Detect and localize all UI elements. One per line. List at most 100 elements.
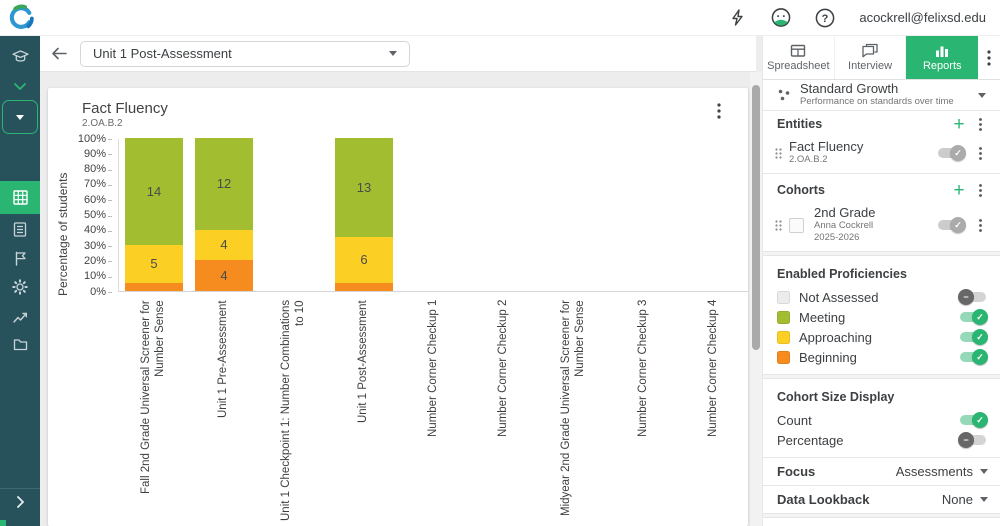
data-lookback-selector[interactable]: Data Lookback None — [763, 486, 1000, 513]
kebab-menu-icon — [978, 218, 982, 232]
quick-actions-icon[interactable] — [727, 8, 747, 28]
svg-text:?: ? — [822, 13, 829, 25]
scatter-dots-icon — [778, 89, 790, 101]
bar-segment-beginning[interactable] — [125, 283, 183, 291]
cohort-size-section: Cohort Size Display Count Percentage — [763, 379, 1000, 457]
scrollbar-thumb[interactable] — [752, 85, 760, 350]
proficiency-toggle[interactable] — [958, 349, 988, 366]
y-tick-mark — [108, 246, 112, 248]
y-ticks: 100% 90% 80% 70% 60% 50% 40% 30% 20% 10% 0% — [68, 133, 112, 298]
document-icon — [13, 221, 27, 237]
drag-handle-icon[interactable] — [773, 220, 783, 231]
cohort-toggle[interactable] — [936, 217, 966, 234]
proficiency-label: Beginning — [799, 349, 857, 365]
proficiency-toggle[interactable] — [958, 329, 988, 346]
tab-interview[interactable]: Interview — [835, 36, 907, 79]
size-option-row: Count — [763, 410, 1000, 430]
sidebar-context-select[interactable] — [2, 100, 38, 134]
bar-segment-meeting[interactable]: 14 — [125, 138, 183, 246]
sidebar-item-settings[interactable] — [0, 273, 40, 301]
gear-icon — [12, 279, 28, 295]
size-option-row: Percentage — [763, 430, 1000, 450]
segment-count-label: 4 — [220, 237, 228, 253]
sidebar-item-flags[interactable] — [0, 244, 40, 272]
help-icon[interactable]: ? — [815, 8, 835, 28]
segment-count-label: 12 — [216, 175, 232, 191]
sidebar-item-files[interactable] — [0, 330, 40, 358]
chart-menu-button[interactable] — [710, 102, 728, 120]
bar-segment-meeting[interactable]: 12 — [195, 138, 253, 230]
chart-plot: 5 14 4 4 12 6 13 — [118, 138, 749, 292]
y-tick-mark — [108, 139, 112, 140]
y-tick-label: 80% — [83, 163, 106, 176]
size-option-label: Count — [777, 412, 812, 428]
y-tick-label: 100% — [77, 132, 106, 145]
tab-spreadsheet[interactable]: Spreadsheet — [763, 36, 835, 79]
data-lookback-label: Data Lookback — [777, 492, 870, 508]
bar-segment-beginning[interactable]: 4 — [195, 260, 253, 291]
bar-segment-approaching[interactable]: 5 — [125, 245, 183, 284]
panel-tab-bar: Spreadsheet Interview Reports — [763, 36, 1000, 80]
sidebar-item-reports-doc[interactable] — [0, 215, 40, 243]
bar-segment-meeting[interactable]: 13 — [335, 138, 393, 238]
tab-reports[interactable]: Reports — [906, 36, 979, 79]
expand-sidebar-button[interactable] — [0, 488, 40, 516]
x-axis-labels: Fall 2nd Grade Universal Screener for Nu… — [118, 300, 748, 524]
percentage-toggle[interactable] — [958, 432, 988, 449]
count-toggle[interactable] — [958, 412, 988, 429]
assessment-selector[interactable]: Unit 1 Post-Assessment — [80, 40, 410, 67]
entities-menu-button[interactable] — [970, 115, 990, 133]
entity-row[interactable]: Fact Fluency 2.OA.B.2 — [763, 137, 1000, 173]
x-axis-category-label: Midyear 2nd Grade Universal Screener for… — [560, 300, 586, 517]
proficiency-toggle[interactable] — [958, 309, 988, 326]
cohorts-menu-button[interactable] — [970, 181, 990, 199]
section-title: Cohort Size Display — [777, 390, 895, 405]
bar-segment-beginning[interactable] — [335, 283, 393, 291]
back-button[interactable] — [44, 39, 74, 69]
bar-segment-approaching[interactable]: 4 — [195, 229, 253, 261]
entity-menu-button[interactable] — [970, 144, 990, 162]
proficiency-toggle[interactable] — [958, 289, 988, 306]
chevron-down-icon — [14, 82, 26, 90]
focus-selector[interactable]: Focus Assessments — [763, 458, 1000, 485]
kebab-menu-icon — [987, 49, 991, 66]
report-type-selector[interactable]: Standard Growth Performance on standards… — [763, 80, 1000, 111]
panel-menu-button[interactable] — [978, 36, 1000, 79]
cohort-menu-button[interactable] — [970, 216, 990, 234]
proficiency-label: Not Assessed — [799, 289, 879, 305]
y-tick-mark — [108, 230, 112, 232]
focus-value: Assessments — [895, 464, 973, 480]
spreadsheet-icon — [791, 44, 806, 57]
y-tick-label: 40% — [83, 224, 106, 237]
bar-chart-icon — [936, 46, 949, 57]
graduation-cap-icon — [11, 50, 29, 62]
collapse-section-button[interactable] — [0, 72, 40, 100]
app-logo-icon[interactable] — [8, 4, 35, 31]
proficiency-swatch — [777, 290, 790, 304]
user-email[interactable]: acockrell@felixsd.edu — [859, 10, 986, 25]
entity-toggle[interactable] — [936, 145, 966, 162]
left-sidebar — [0, 36, 40, 526]
bar-segment-approaching[interactable]: 6 — [335, 237, 393, 284]
school-nav-item[interactable] — [0, 43, 40, 71]
y-tick-mark — [108, 200, 112, 202]
section-title: Enabled Proficiencies — [777, 267, 907, 282]
sidebar-item-analytics[interactable] — [0, 303, 40, 331]
caret-down-icon — [980, 469, 988, 475]
add-entity-button[interactable]: + — [953, 113, 965, 135]
cohort-title: 2nd Grade — [814, 205, 876, 221]
add-cohort-button[interactable]: + — [953, 179, 965, 201]
cohort-row[interactable]: 2nd Grade Anna Cockrell 2025-2026 — [763, 203, 1000, 251]
avatar[interactable] — [771, 8, 791, 28]
sidebar-item-gradebook[interactable] — [0, 181, 40, 214]
tab-label: Reports — [922, 59, 962, 72]
y-tick-mark — [108, 169, 112, 171]
report-type-subtitle: Performance on standards over time — [800, 96, 954, 107]
segment-count-label: 14 — [146, 183, 162, 199]
bar-slot — [679, 138, 749, 291]
x-label-slot: Unit 1 Checkpoint 1: Number Combinations… — [258, 300, 328, 524]
segment-count-label: 13 — [356, 179, 372, 195]
chart-title: Fact Fluency — [82, 100, 168, 117]
cohort-checkbox[interactable] — [789, 217, 804, 233]
drag-handle-icon[interactable] — [773, 147, 783, 159]
